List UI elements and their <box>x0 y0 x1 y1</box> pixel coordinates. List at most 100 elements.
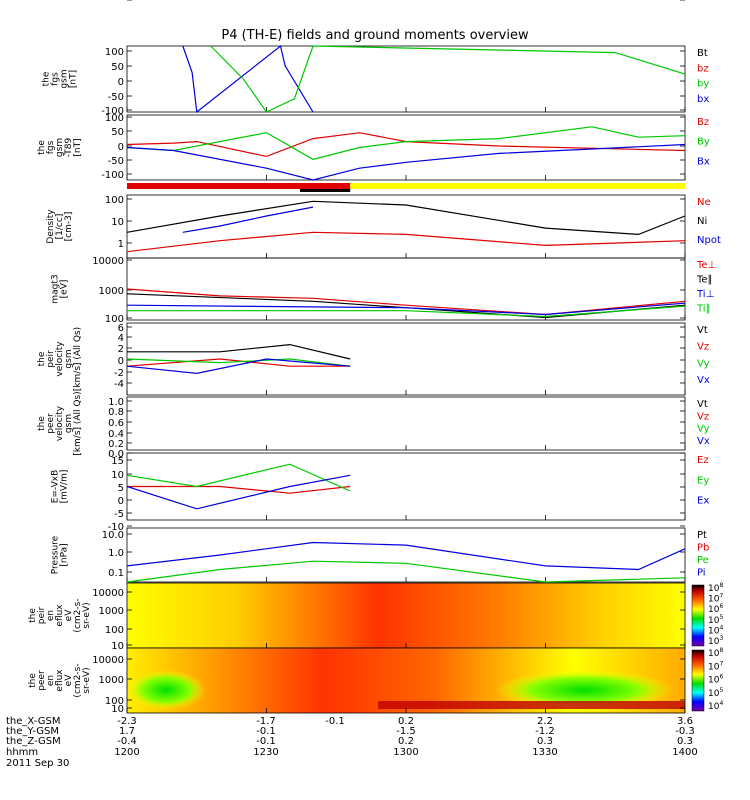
legend-entry-Te∥: Te∥ <box>696 274 713 285</box>
y-axis-label: [nPa] <box>60 543 70 566</box>
y-tick-label: -5 <box>114 509 124 520</box>
y-tick-label: -50 <box>108 92 124 103</box>
x-axis-row-label: the_Z-GSM <box>6 736 61 747</box>
peir_vel-frame <box>126 322 686 396</box>
y-axis-label: eV <box>64 674 74 687</box>
y-axis-label: peir <box>37 606 47 624</box>
legend-entry-by: by <box>697 79 709 90</box>
series-line-Ex <box>126 474 351 510</box>
y-axis-label: Pressure <box>51 535 61 574</box>
series-line-Bx <box>126 143 686 181</box>
peer-spec-green-region <box>494 670 675 710</box>
y-axis-label: [mV/m] <box>60 470 70 504</box>
y-tick-label: 100 <box>105 47 124 58</box>
y-axis-label: (cm2-s- <box>73 663 83 697</box>
legend-entry-Ti⊥: Ti⊥ <box>696 289 714 300</box>
colorbar-tick-label: 105 <box>708 687 723 699</box>
y-tick-label: 1 <box>118 239 124 250</box>
y-axis-label: the <box>28 673 38 688</box>
series-line-Ez <box>127 485 351 494</box>
y-tick-label: 0.6 <box>108 418 124 429</box>
y-tick-label: 10 <box>111 470 124 481</box>
peer_vel-frame <box>126 396 686 451</box>
y-tick-label: 10 <box>111 704 124 715</box>
legend-entry-Pi: Pi <box>697 568 706 579</box>
y-axis-label: [nT] <box>73 138 83 156</box>
y-axis-label: peer <box>37 670 47 691</box>
y-tick-label: 1000 <box>99 286 124 297</box>
series-line-Ey <box>126 463 351 492</box>
colorbar-tick-label: 104 <box>708 624 723 636</box>
mode-bar-red <box>127 183 351 189</box>
y-tick-label: 0.2 <box>108 439 124 450</box>
series-line-By <box>126 126 686 160</box>
legend-entry-bz: bz <box>697 63 709 74</box>
legend-entry-Pe: Pe <box>697 555 709 566</box>
x-axis-value: -0.1 <box>256 736 276 747</box>
chart-title: P4 (TH-E) fields and ground moments over… <box>221 28 529 43</box>
x-axis-value: 0.2 <box>398 736 414 747</box>
peer_spec-colorbar <box>691 649 705 712</box>
y-axis-label: sr-eV) <box>82 602 92 628</box>
y-tick-label: -10 <box>108 522 124 533</box>
peer-spec-green-region <box>126 670 207 710</box>
legend-entry-Vz: Vz <box>697 411 709 422</box>
colorbar-tick-label: 106 <box>708 603 723 615</box>
y-axis-label: peir <box>46 350 56 368</box>
legend-entry-Ne: Ne <box>697 197 711 208</box>
y-axis-label: [nT] <box>69 70 79 88</box>
y-tick-label: 100 <box>105 625 124 636</box>
y-tick-label: -50 <box>108 156 124 167</box>
x-axis-value: 1.7 <box>119 726 135 737</box>
x-axis-value: 0.3 <box>537 736 553 747</box>
y-tick-label: 10 <box>111 217 124 228</box>
legend-entry-Vt: Vt <box>697 325 708 336</box>
y-axis-label: the <box>42 71 52 86</box>
y-axis-label: magt3 <box>51 274 61 303</box>
series-line-Vt <box>127 343 351 360</box>
y-axis-label: [km/s] (All Qs) <box>73 327 83 391</box>
colorbar-tick-label: 103 <box>708 635 723 647</box>
y-tick-label: 10000 <box>92 655 124 666</box>
colorbar-tick-label: 106 <box>708 674 723 686</box>
y-tick-label: 4 <box>118 333 124 344</box>
y-axis-label: Density <box>46 209 56 244</box>
date-label: 2011 Sep 30 <box>6 758 69 769</box>
y-tick-label: 10000 <box>92 256 124 267</box>
x-axis-value: -2.3 <box>117 716 137 727</box>
legend-entry-By: By <box>697 137 710 148</box>
x-axis-value: 1300 <box>393 747 418 758</box>
y-tick-label: 0.0 <box>108 449 124 460</box>
legend-entry-Bx: Bx <box>697 156 710 167</box>
y-axis-label: [cm-3] <box>64 212 74 242</box>
colorbar-tick-label: 107 <box>708 660 723 672</box>
y-tick-label: 1000 <box>99 675 124 686</box>
series-line-Ti⊥ <box>126 302 686 316</box>
series-line-bx <box>182 44 314 114</box>
y-axis-label: the <box>37 351 47 366</box>
peir_spec-colorbar <box>691 584 705 647</box>
legend-entry-Ez: Ez <box>697 455 709 466</box>
y-axis-label: -T89 <box>64 138 74 158</box>
panel-fgs: 100 50 0 -50 -100 the fgs gsm [nT] Bt bz by bx <box>42 45 709 117</box>
y-axis-label: E=-VxB <box>51 470 61 504</box>
series-line-Ni <box>126 200 686 236</box>
x-axis-value: -0.1 <box>325 716 345 727</box>
y-tick-label: -2 <box>114 368 124 379</box>
legend-entry-Vx: Vx <box>697 436 710 447</box>
legend-entry-Vx: Vx <box>697 375 710 386</box>
y-axis-label: peer <box>46 413 56 434</box>
colorbar-tick-label: 107 <box>708 593 723 605</box>
y-tick-label: -4 <box>114 379 124 390</box>
legend-entry-Npot: Npot <box>697 235 721 246</box>
legend-entry-Pt: Pt <box>697 530 707 541</box>
x-axis-value: 1230 <box>253 747 278 758</box>
fgs_t89-frame <box>126 114 686 181</box>
x-axis-value: 1330 <box>532 747 557 758</box>
x-axis-row-label: hhmm <box>6 747 38 758</box>
series-line-by <box>210 45 686 113</box>
x-axis-value: 0.3 <box>677 736 693 747</box>
y-axis-label: [1/cc] <box>55 214 65 240</box>
